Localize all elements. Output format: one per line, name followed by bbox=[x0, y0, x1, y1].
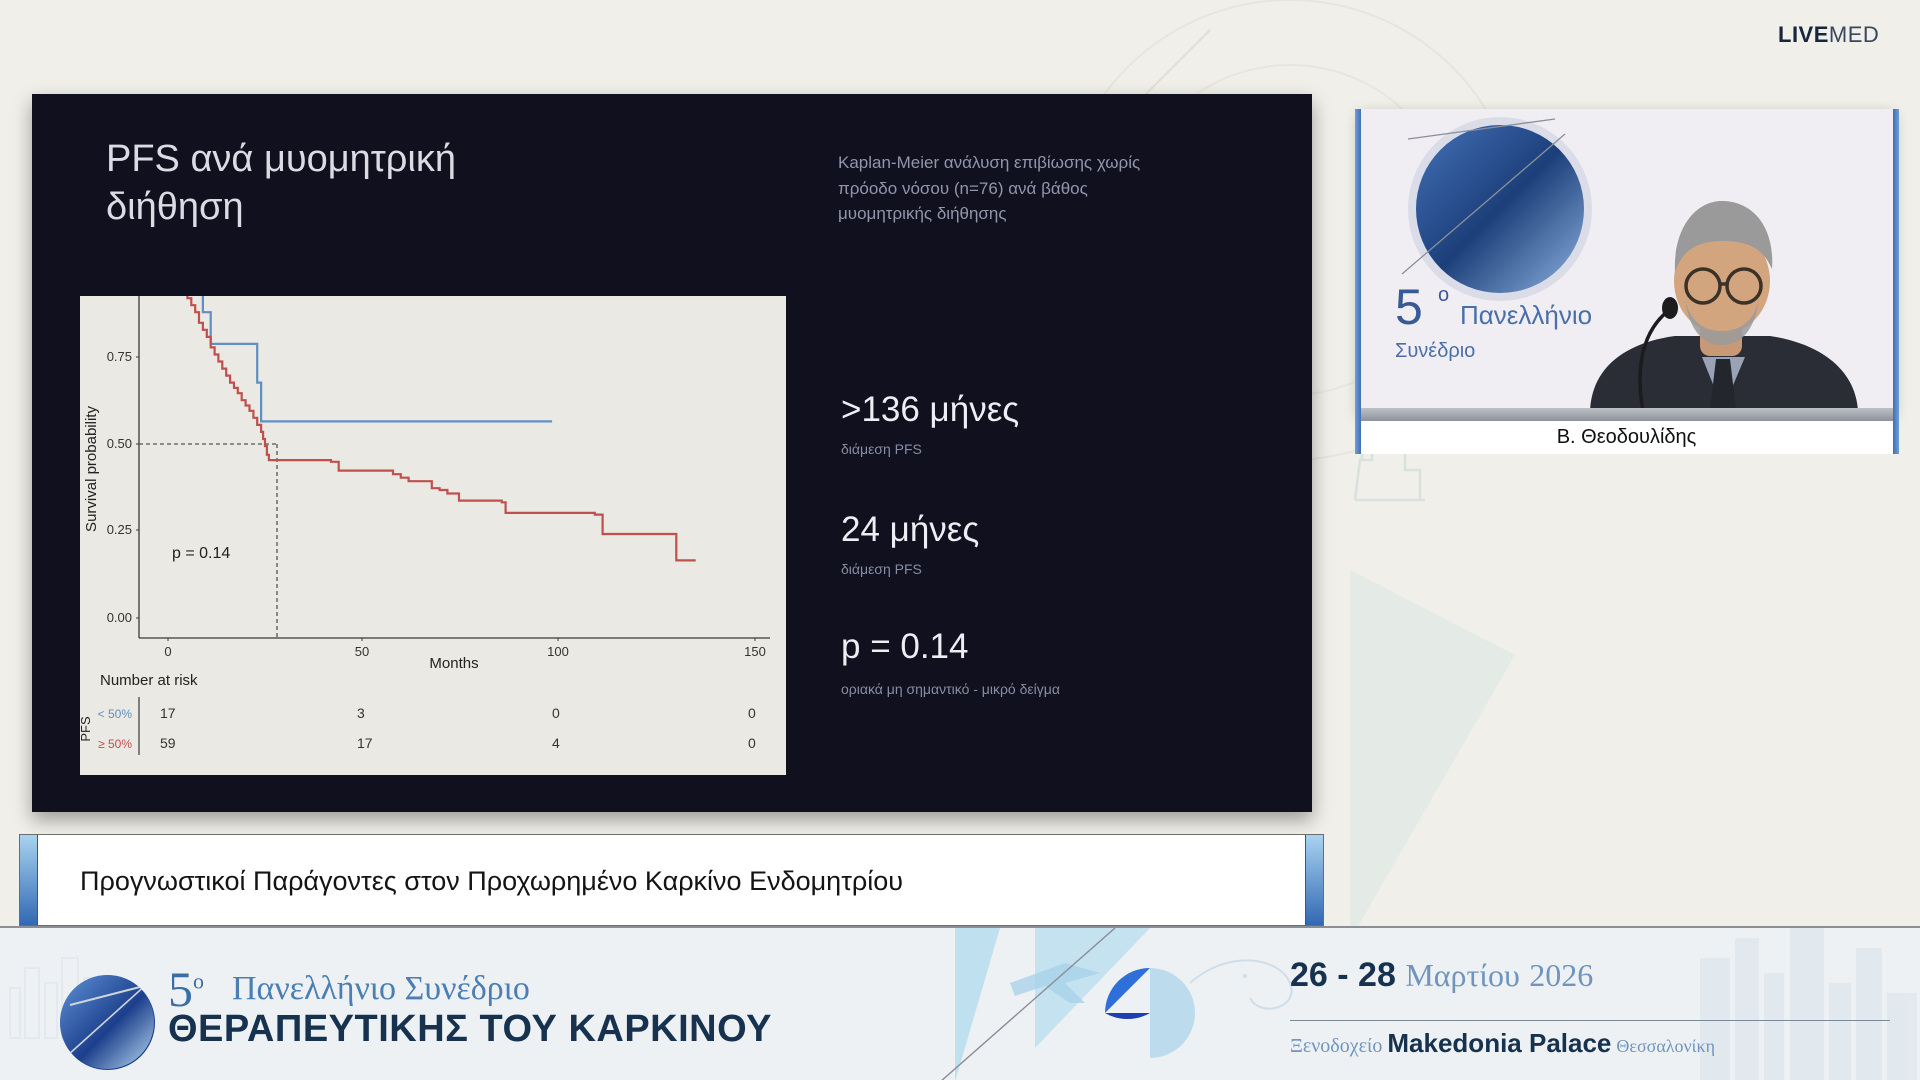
svg-text:150: 150 bbox=[744, 644, 766, 659]
svg-text:0: 0 bbox=[748, 735, 756, 751]
svg-text:0.50: 0.50 bbox=[107, 436, 132, 451]
svg-text:0.25: 0.25 bbox=[107, 522, 132, 537]
svg-text:17: 17 bbox=[357, 735, 373, 751]
svg-text:0.00: 0.00 bbox=[107, 610, 132, 625]
svg-text:PFS: PFS bbox=[80, 716, 93, 742]
svg-text:0: 0 bbox=[164, 644, 171, 659]
svg-text:Number at risk: Number at risk bbox=[100, 672, 198, 689]
svg-text:5: 5 bbox=[1395, 279, 1423, 335]
svg-text:Survival probability: Survival probability bbox=[83, 406, 100, 532]
svg-text:0: 0 bbox=[552, 705, 560, 721]
svg-text:Πανελλήνιο: Πανελλήνιο bbox=[1460, 300, 1592, 330]
svg-text:Συνέδριο: Συνέδριο bbox=[1395, 340, 1475, 362]
svg-text:4: 4 bbox=[552, 735, 560, 751]
svg-text:50: 50 bbox=[355, 644, 369, 659]
svg-text:0.75: 0.75 bbox=[107, 349, 132, 364]
svg-text:0: 0 bbox=[748, 705, 756, 721]
svg-text:Months: Months bbox=[429, 655, 478, 672]
svg-text:3: 3 bbox=[357, 705, 365, 721]
svg-text:p = 0.14: p = 0.14 bbox=[172, 545, 230, 562]
svg-text:59: 59 bbox=[160, 735, 176, 751]
svg-text:o: o bbox=[1438, 284, 1449, 306]
svg-text:< 50%: < 50% bbox=[98, 707, 133, 721]
svg-text:≥ 50%: ≥ 50% bbox=[98, 737, 132, 751]
svg-text:100: 100 bbox=[547, 644, 569, 659]
svg-text:17: 17 bbox=[160, 705, 176, 721]
